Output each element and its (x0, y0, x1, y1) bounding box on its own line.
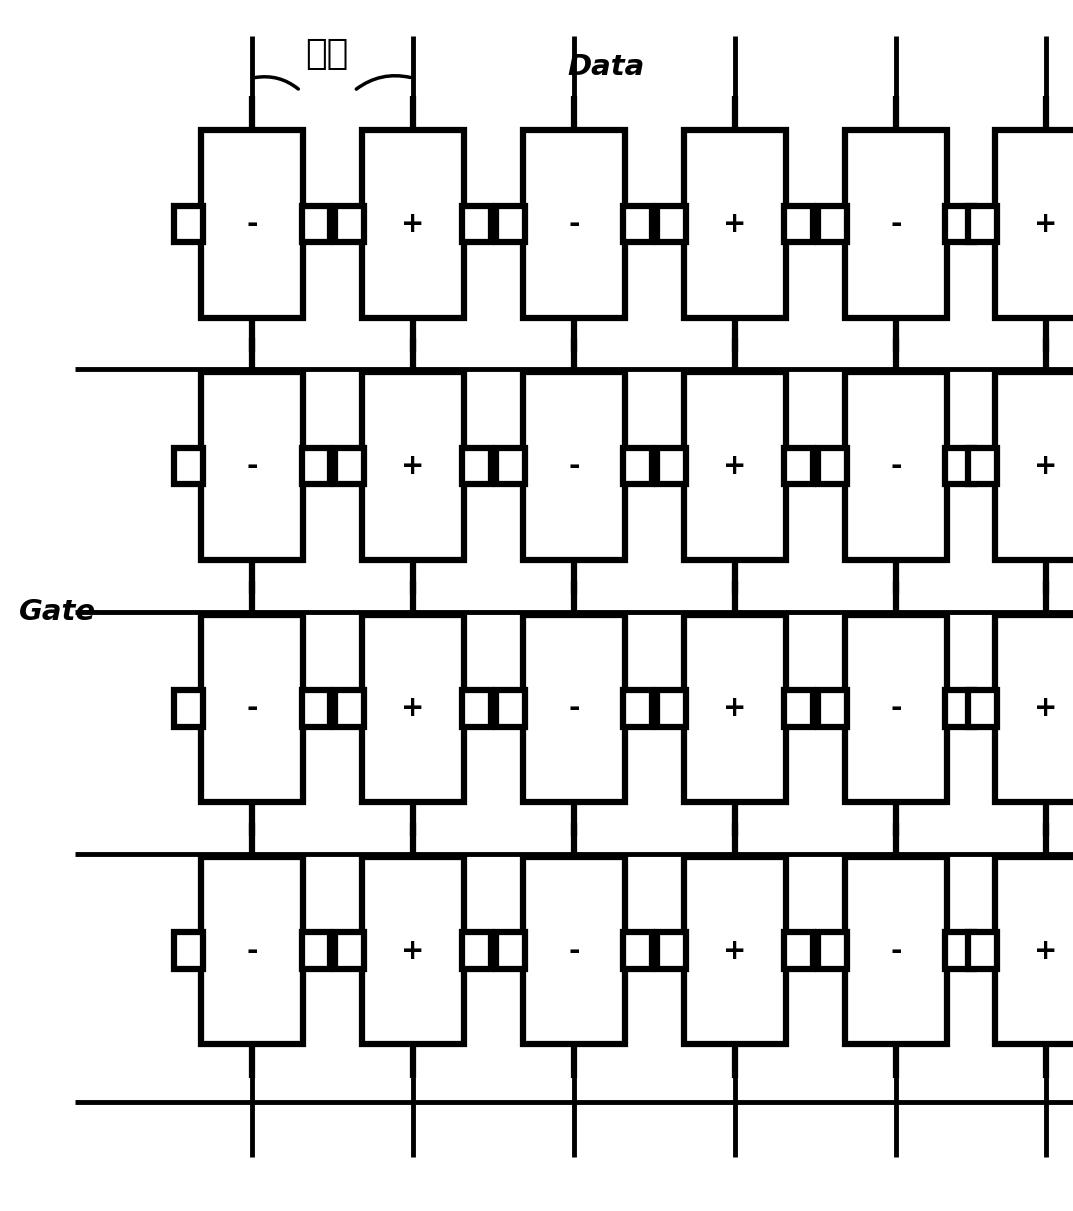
Text: -: - (891, 936, 901, 965)
Bar (657, 690, 686, 727)
Bar (968, 932, 997, 969)
FancyBboxPatch shape (685, 131, 785, 318)
Text: -: - (569, 694, 579, 723)
Bar (623, 932, 652, 969)
FancyBboxPatch shape (996, 373, 1073, 559)
Bar (784, 448, 813, 484)
Bar (623, 206, 652, 242)
Text: +: + (1034, 694, 1058, 723)
FancyBboxPatch shape (996, 131, 1073, 318)
Text: +: + (401, 452, 425, 481)
Text: +: + (1034, 936, 1058, 965)
Bar (945, 448, 974, 484)
FancyBboxPatch shape (363, 131, 464, 318)
Bar (496, 206, 525, 242)
FancyBboxPatch shape (846, 615, 946, 803)
Bar (335, 690, 364, 727)
Text: -: - (891, 452, 901, 481)
FancyBboxPatch shape (363, 615, 464, 803)
FancyBboxPatch shape (996, 615, 1073, 803)
Bar (462, 206, 490, 242)
Bar (784, 690, 813, 727)
Bar (657, 932, 686, 969)
Bar (945, 206, 974, 242)
Text: -: - (247, 694, 258, 723)
Bar (623, 448, 652, 484)
FancyBboxPatch shape (363, 373, 464, 559)
Bar (302, 690, 330, 727)
Bar (302, 206, 330, 242)
Text: Data: Data (568, 52, 645, 81)
Bar (968, 448, 997, 484)
Bar (968, 206, 997, 242)
Bar (818, 206, 847, 242)
FancyBboxPatch shape (846, 131, 946, 318)
Bar (784, 206, 813, 242)
Text: -: - (569, 936, 579, 965)
FancyBboxPatch shape (685, 615, 785, 803)
Bar (968, 690, 997, 727)
Bar (818, 448, 847, 484)
Text: -: - (891, 694, 901, 723)
Bar (462, 932, 490, 969)
Bar (302, 448, 330, 484)
Bar (496, 690, 525, 727)
Text: +: + (1034, 452, 1058, 481)
Bar (945, 932, 974, 969)
FancyBboxPatch shape (524, 615, 624, 803)
Bar (335, 448, 364, 484)
Bar (496, 448, 525, 484)
Text: -: - (247, 936, 258, 965)
Text: -: - (247, 210, 258, 239)
Bar (818, 932, 847, 969)
Bar (462, 448, 490, 484)
Bar (462, 690, 490, 727)
Text: +: + (401, 694, 425, 723)
FancyBboxPatch shape (524, 131, 624, 318)
Text: +: + (401, 936, 425, 965)
FancyBboxPatch shape (846, 857, 946, 1044)
Bar (623, 690, 652, 727)
FancyBboxPatch shape (996, 857, 1073, 1044)
Text: -: - (891, 210, 901, 239)
Bar (174, 932, 203, 969)
FancyBboxPatch shape (202, 131, 303, 318)
Bar (174, 690, 203, 727)
FancyBboxPatch shape (524, 857, 624, 1044)
Bar (335, 932, 364, 969)
Bar (657, 448, 686, 484)
FancyBboxPatch shape (685, 857, 785, 1044)
FancyBboxPatch shape (846, 373, 946, 559)
FancyBboxPatch shape (202, 615, 303, 803)
FancyBboxPatch shape (202, 857, 303, 1044)
Bar (784, 932, 813, 969)
Bar (335, 206, 364, 242)
FancyBboxPatch shape (685, 373, 785, 559)
Bar (657, 206, 686, 242)
Text: -: - (247, 452, 258, 481)
Bar (496, 932, 525, 969)
FancyBboxPatch shape (202, 373, 303, 559)
Text: Gate: Gate (19, 597, 97, 626)
Text: +: + (723, 210, 747, 239)
Text: +: + (723, 452, 747, 481)
Text: +: + (1034, 210, 1058, 239)
Text: 像素: 像素 (306, 38, 349, 71)
Bar (174, 448, 203, 484)
Text: -: - (569, 452, 579, 481)
Text: -: - (569, 210, 579, 239)
Bar (302, 932, 330, 969)
Bar (818, 690, 847, 727)
Bar (174, 206, 203, 242)
Bar (945, 690, 974, 727)
Text: +: + (723, 936, 747, 965)
Text: +: + (723, 694, 747, 723)
FancyBboxPatch shape (363, 857, 464, 1044)
FancyBboxPatch shape (524, 373, 624, 559)
Text: +: + (401, 210, 425, 239)
